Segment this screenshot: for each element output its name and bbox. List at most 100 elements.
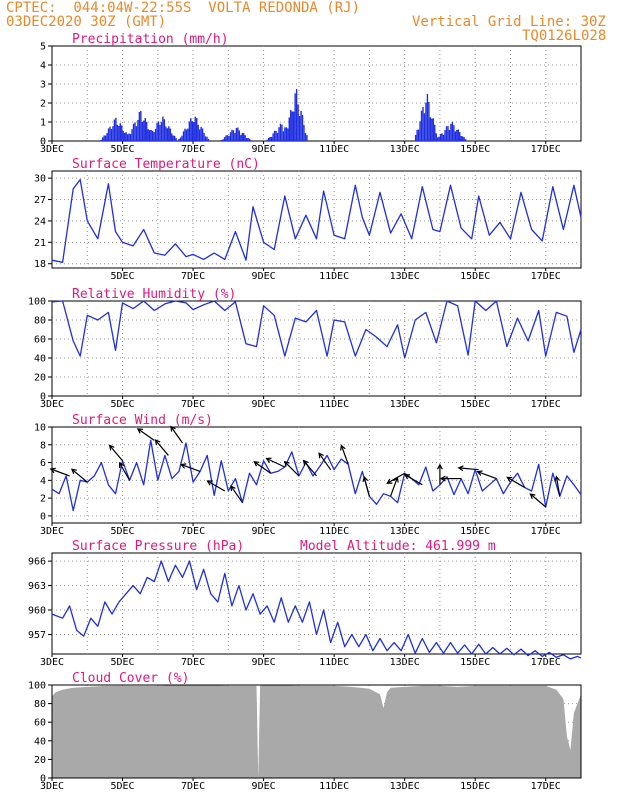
precip-bar bbox=[151, 130, 154, 141]
precip-bar bbox=[160, 121, 163, 141]
x-tick-label: 13DEC bbox=[390, 781, 420, 792]
x-tick-label: 13DEC bbox=[390, 526, 420, 537]
precip-bar bbox=[287, 128, 289, 141]
wind-arrow bbox=[230, 485, 243, 503]
x-tick-label: 13DEC bbox=[390, 399, 420, 410]
wind-arrow-head bbox=[436, 463, 443, 470]
x-tick-label: 9DEC bbox=[252, 526, 276, 537]
y-tick-label: 30 bbox=[34, 174, 46, 185]
precip-bar bbox=[101, 137, 104, 141]
precip-bar bbox=[245, 138, 248, 141]
series-line bbox=[51, 178, 582, 263]
precip-bar bbox=[121, 125, 123, 141]
wind-arrow-head bbox=[457, 465, 464, 472]
precip-bar bbox=[138, 111, 141, 141]
wind-arrow bbox=[50, 468, 70, 477]
precip-bar bbox=[206, 136, 208, 141]
precip-bar bbox=[193, 121, 195, 141]
y-tick-label: 18 bbox=[34, 259, 46, 270]
wind-arrow bbox=[458, 467, 479, 471]
y-tick-label: 3 bbox=[40, 80, 46, 91]
y-tick-label: 5 bbox=[40, 42, 46, 53]
x-tick-label: 3DEC bbox=[40, 399, 64, 410]
precip-bar bbox=[290, 110, 292, 141]
precip-bar bbox=[429, 117, 432, 141]
precip-bar bbox=[110, 129, 113, 141]
precip-bar bbox=[435, 133, 437, 141]
x-tick-label: 11DEC bbox=[319, 657, 349, 668]
x-tick-label: 9DEC bbox=[252, 781, 276, 792]
y-tick-label: 2 bbox=[40, 494, 46, 505]
y-tick-label: 960 bbox=[28, 606, 46, 617]
precip-bar bbox=[207, 138, 210, 141]
y-tick-label: 20 bbox=[34, 373, 46, 384]
precip-bar bbox=[146, 121, 148, 141]
precip-bar bbox=[197, 124, 199, 141]
panel-frame bbox=[51, 684, 582, 779]
precip-bar bbox=[132, 123, 135, 141]
x-tick-label: 15DEC bbox=[460, 781, 490, 792]
precip-bar bbox=[157, 121, 160, 141]
y-tick-label: 24 bbox=[34, 216, 46, 227]
precip-bar bbox=[448, 129, 451, 141]
precip-bar bbox=[292, 111, 295, 141]
precip-bar bbox=[238, 130, 241, 141]
precip-bar bbox=[190, 118, 192, 141]
wind-arrow-head bbox=[265, 457, 272, 463]
header-line2: 03DEC2020 30Z (GMT) bbox=[6, 14, 167, 30]
wind-arrow-head bbox=[170, 425, 176, 432]
panel-frame bbox=[51, 45, 582, 142]
wind-arrow bbox=[266, 457, 286, 468]
wind-arrow bbox=[506, 476, 525, 488]
y-tick-label: 80 bbox=[34, 316, 46, 327]
panel-title: Surface Temperature (nC) bbox=[72, 157, 260, 172]
precip-bar bbox=[231, 129, 233, 141]
x-tick-label: 7DEC bbox=[181, 399, 205, 410]
precip-bar bbox=[198, 129, 201, 141]
precip-bar bbox=[441, 133, 443, 141]
precip-bar bbox=[461, 136, 464, 141]
wind-arrow-head bbox=[154, 439, 161, 446]
wind-arrow-head bbox=[70, 468, 77, 475]
wind-arrow-head bbox=[302, 459, 309, 466]
precip-bar bbox=[278, 127, 280, 141]
precip-bar bbox=[173, 135, 176, 141]
x-tick-label: 11DEC bbox=[319, 399, 349, 410]
precip-bar bbox=[168, 126, 170, 141]
panel-title: Cloud Cover (%) bbox=[72, 671, 189, 686]
panel-title: Precipitation (mm/h) bbox=[72, 32, 229, 47]
precip-bar bbox=[426, 94, 429, 141]
wind-arrow bbox=[389, 477, 398, 497]
precip-bar bbox=[288, 117, 290, 141]
wind-arrow-head bbox=[318, 452, 324, 459]
wind-arrow bbox=[284, 461, 300, 477]
model-altitude: Model Altitude: 461.999 m bbox=[300, 539, 496, 554]
precip-bar bbox=[276, 132, 279, 141]
x-tick-label: 15DEC bbox=[460, 657, 490, 668]
y-tick-label: 4 bbox=[40, 476, 46, 487]
y-tick-label: 100 bbox=[28, 297, 46, 308]
precip-bar bbox=[194, 116, 196, 141]
precip-bar bbox=[456, 130, 458, 141]
wind-arrow-head bbox=[283, 460, 290, 467]
precip-bar bbox=[225, 135, 227, 141]
x-tick-label: 17DEC bbox=[531, 657, 561, 668]
x-tick-label: 7DEC bbox=[181, 526, 205, 537]
x-tick-label: 7DEC bbox=[181, 271, 205, 282]
precip-bar bbox=[423, 113, 426, 141]
wind-arrow-head bbox=[554, 475, 560, 482]
precip-bar bbox=[191, 121, 193, 141]
precip-bar bbox=[116, 124, 119, 141]
precip-bar bbox=[135, 126, 138, 141]
wind-arrow-head bbox=[49, 467, 56, 474]
precip-bar bbox=[450, 123, 452, 141]
precip-bar bbox=[298, 116, 301, 141]
panel-title: Surface Pressure (hPa) bbox=[72, 539, 244, 554]
precip-bar bbox=[279, 123, 282, 141]
precip-bar bbox=[134, 122, 136, 141]
precip-bar bbox=[431, 118, 433, 141]
precip-bar bbox=[273, 130, 276, 141]
precip-bar bbox=[107, 128, 110, 141]
wind-arrow-head bbox=[362, 475, 369, 483]
